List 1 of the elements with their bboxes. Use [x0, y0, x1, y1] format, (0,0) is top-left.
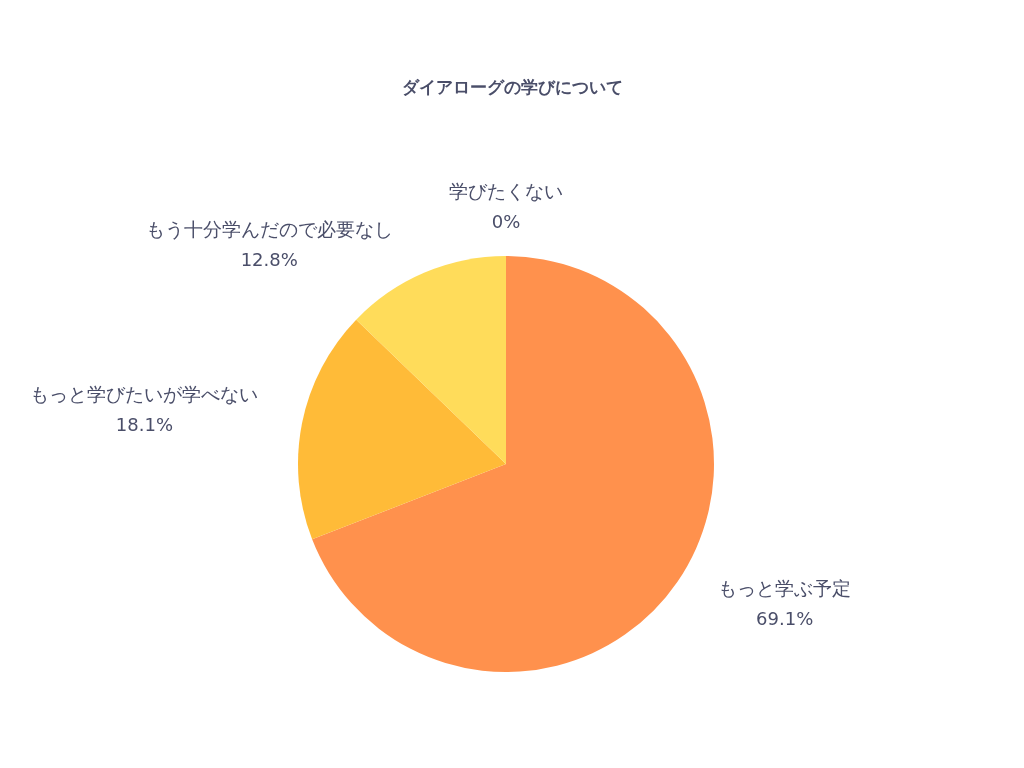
- title: ダイアローグの学びについて: [401, 77, 623, 97]
